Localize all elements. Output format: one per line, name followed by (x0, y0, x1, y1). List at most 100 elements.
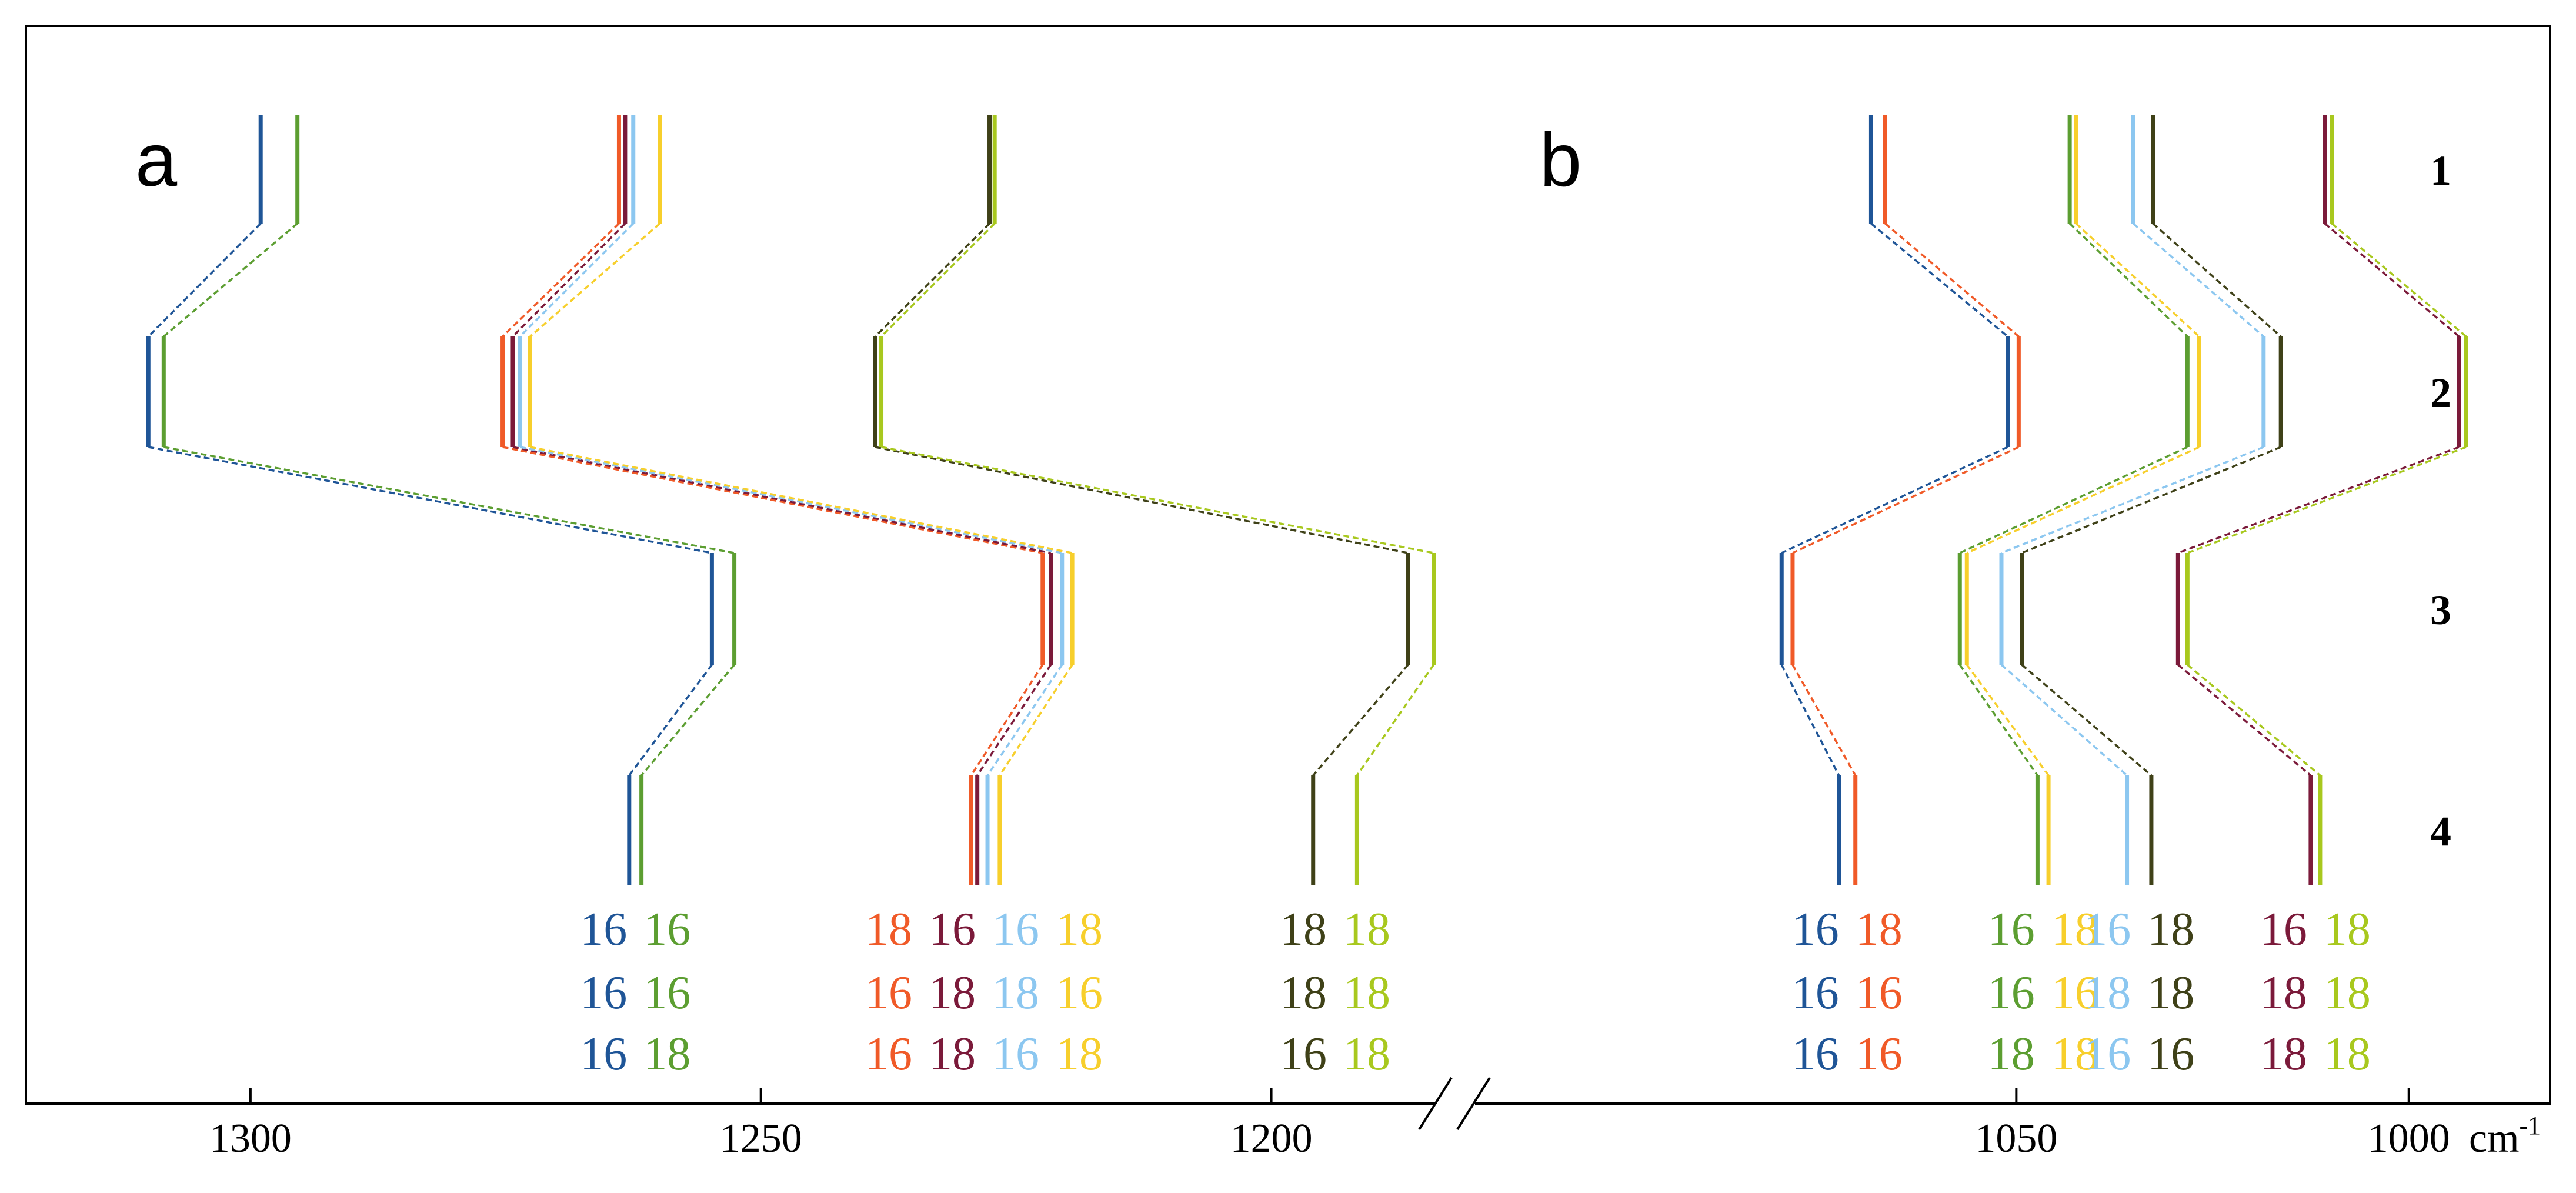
isotope-label: 18 (992, 967, 1039, 1019)
row-label-2: 2 (2430, 369, 2451, 416)
level-connector (1884, 222, 2020, 338)
isotope-label: 18 (1056, 1028, 1103, 1080)
level-connector (2187, 664, 2321, 777)
isotope-label: 18 (2324, 904, 2371, 955)
level-connector (1356, 664, 1434, 776)
isotope-label: 18 (1343, 904, 1390, 955)
isotope-label: 18 (865, 904, 912, 955)
level-connector (2177, 664, 2312, 777)
level-connector (2000, 664, 2128, 777)
axis-break-mark (1456, 1077, 1491, 1131)
level-connector (1792, 446, 2020, 554)
isotope-label: 18 (1343, 1028, 1390, 1080)
isotope-label: 16 (865, 1028, 912, 1080)
isotope-label: 18 (643, 1028, 690, 1080)
level-connector (148, 446, 712, 554)
level-connector (530, 446, 1073, 554)
level-connector (640, 664, 735, 777)
x-unit-exponent: -1 (2520, 1111, 2541, 1140)
isotope-label: 16 (1792, 904, 1839, 955)
isotope-label: 16 (2260, 904, 2307, 955)
isotope-label: 16 (2084, 1028, 2131, 1080)
isotope-label: 16 (580, 967, 627, 1019)
level-connector (2152, 222, 2282, 338)
isotope-label: 16 (2084, 904, 2131, 955)
level-connector (1791, 664, 1857, 776)
axis-break-mark (1418, 1077, 1453, 1131)
level-connector (502, 222, 620, 338)
level-connector (874, 222, 990, 338)
level-connector (986, 664, 1063, 776)
isotope-label: 16 (1792, 967, 1839, 1019)
level-connector (2021, 664, 2153, 777)
isotope-label: 18 (2260, 1028, 2307, 1080)
isotope-label: 16 (2147, 1028, 2194, 1080)
isotope-label: 18 (2051, 904, 2098, 955)
level-connector (881, 446, 1434, 554)
isotope-label: 18 (1280, 967, 1327, 1019)
isotope-label: 18 (1280, 904, 1327, 955)
x-tick-label: 1000 (2368, 1116, 2450, 1161)
level-connector (976, 664, 1052, 776)
level-connector (875, 446, 1409, 554)
level-connector (2068, 222, 2188, 338)
isotope-label: 16 (1856, 967, 1903, 1019)
x-tick-label: 1250 (720, 1116, 802, 1161)
isotope-label: 16 (1988, 967, 2035, 1019)
level-connector (999, 664, 1073, 776)
isotope-label: 18 (2147, 967, 2194, 1019)
isotope-label: 16 (1856, 1028, 1903, 1080)
isotope-label: 18 (2084, 967, 2131, 1019)
isotope-label: 18 (2324, 1028, 2371, 1080)
isotope-label: 18 (2324, 967, 2371, 1019)
level-connector (148, 222, 262, 338)
plot-frame (25, 25, 2551, 1105)
isotope-label: 18 (1056, 904, 1103, 955)
level-connector (1966, 664, 2050, 777)
row-label-3: 3 (2430, 586, 2451, 634)
level-connector (1312, 664, 1409, 777)
panel-label-b: b (1540, 118, 1581, 202)
level-connector (970, 664, 1044, 776)
row-label-4: 4 (2430, 808, 2451, 855)
level-connector (1959, 446, 2188, 554)
axis-break-gap (1435, 1095, 1475, 1112)
isotope-label: 16 (2051, 967, 2098, 1019)
isotope-label: 16 (1792, 1028, 1839, 1080)
isotope-label: 18 (1988, 1028, 2035, 1080)
level-connector (2001, 446, 2264, 554)
level-connector (2177, 446, 2460, 554)
level-connector (1780, 664, 1840, 776)
level-connector (1958, 664, 2038, 777)
x-tick-label: 1200 (1230, 1116, 1313, 1161)
level-connector (512, 446, 1051, 554)
level-connector (628, 664, 713, 777)
x-tick-label: 1300 (209, 1116, 292, 1161)
isotope-label: 16 (992, 1028, 1039, 1080)
row-label-1: 1 (2430, 147, 2451, 194)
level-connector (1781, 446, 2008, 554)
level-connector (2133, 222, 2264, 338)
isotope-label: 16 (929, 904, 976, 955)
isotope-label: 16 (580, 1028, 627, 1080)
isotope-label: 16 (643, 967, 690, 1019)
level-connector (519, 222, 634, 338)
isotope-label: 16 (1280, 1028, 1327, 1080)
isotope-label: 18 (1856, 904, 1903, 955)
isotope-label: 16 (643, 904, 690, 955)
isotope-label: 18 (2260, 967, 2307, 1019)
isotope-label: 18 (2051, 1028, 2098, 1080)
isotope-label: 16 (992, 904, 1039, 955)
level-connector (2324, 222, 2460, 338)
x-tick-label: 1050 (1975, 1116, 2057, 1161)
x-unit-label: cm-1 (2469, 1111, 2541, 1161)
isotope-label: 16 (1056, 967, 1103, 1019)
level-connector (163, 222, 298, 338)
isotope-label: 16 (580, 904, 627, 955)
level-connector (880, 222, 996, 338)
isotope-label: 18 (929, 967, 976, 1019)
level-connector (2187, 446, 2467, 554)
level-connector (2331, 222, 2467, 338)
level-connector (1966, 446, 2200, 554)
panel-label-a: a (135, 118, 178, 202)
